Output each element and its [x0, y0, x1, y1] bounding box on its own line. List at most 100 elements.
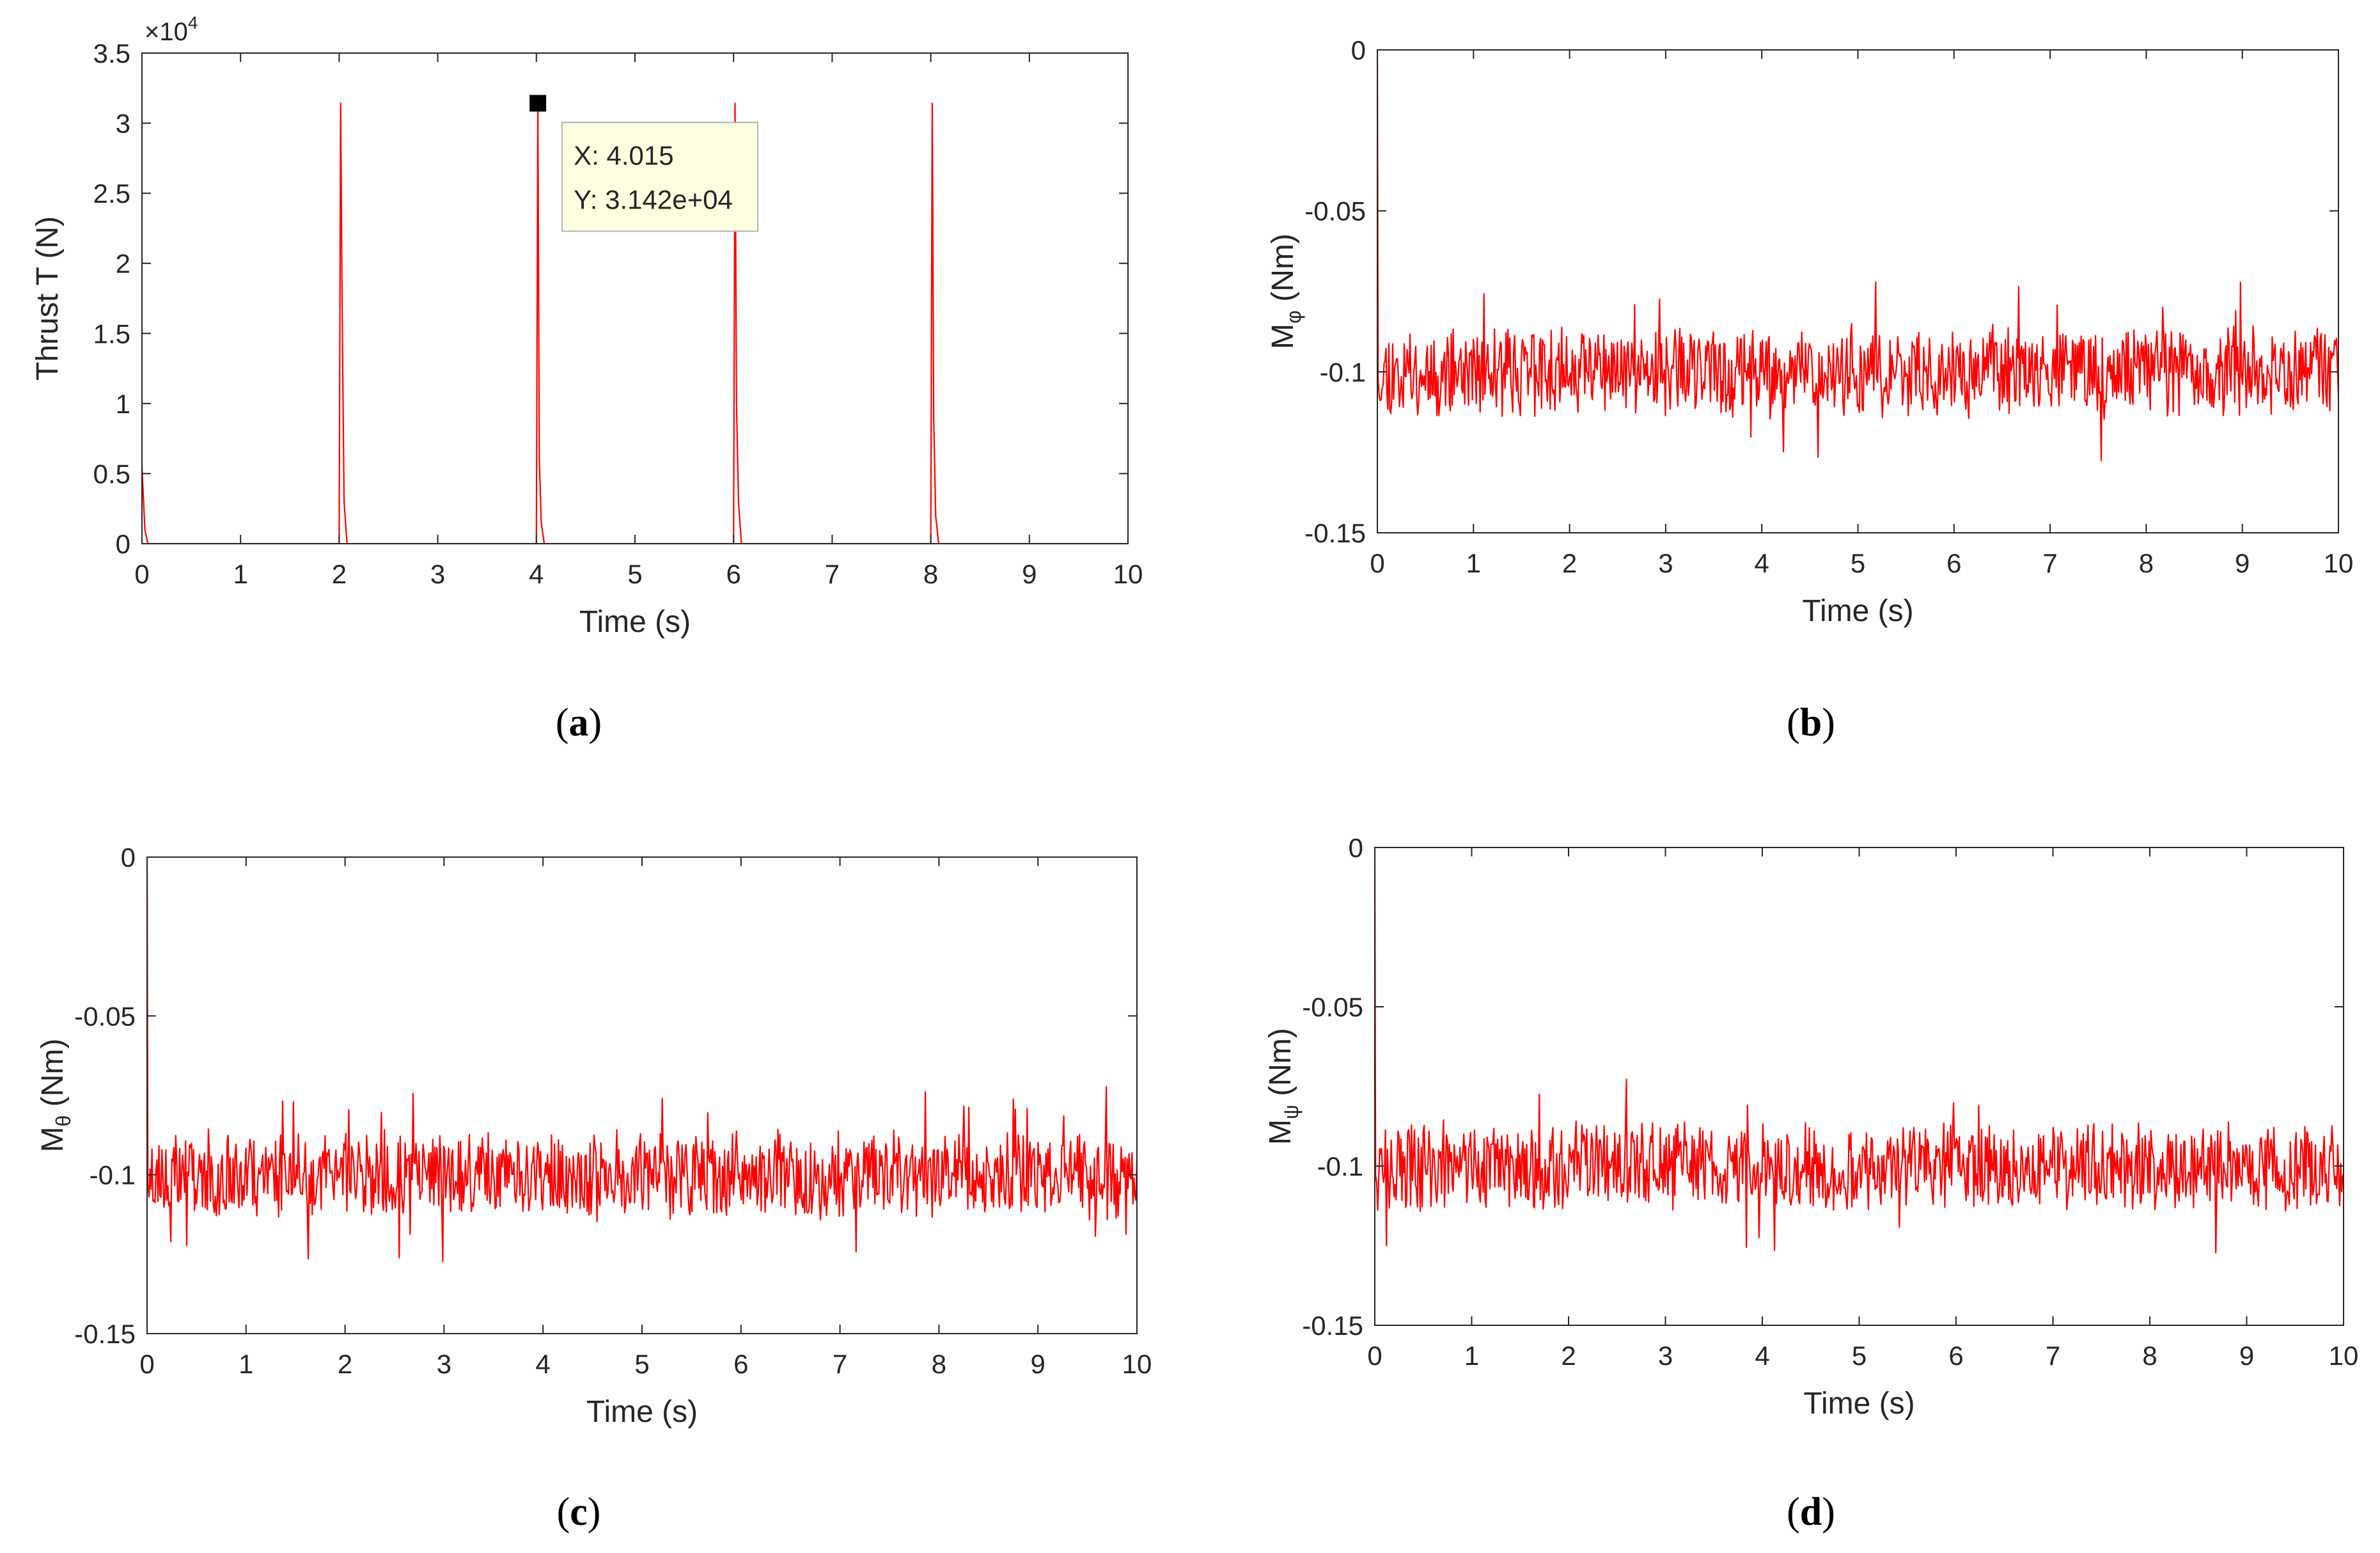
axes-box — [1377, 49, 2339, 533]
datatip-marker — [529, 95, 547, 112]
y-tick-label: -0.15 — [1302, 1311, 1363, 1341]
x-tick-label: 1 — [233, 559, 248, 589]
x-tick-label: 5 — [1851, 548, 1865, 578]
x-tick-label: 10 — [1113, 559, 1143, 589]
x-axis-label: Time (s) — [586, 1395, 698, 1429]
x-tick-label: 4 — [1755, 1341, 1769, 1371]
x-tick-label: 3 — [1658, 1341, 1673, 1371]
x-tick-label: 2 — [338, 1349, 352, 1379]
x-tick-label: 3 — [1658, 548, 1673, 578]
x-tick-label: 1 — [239, 1349, 253, 1379]
caption-letter: b — [1800, 701, 1822, 745]
y-label-symbol: M — [36, 1126, 70, 1152]
panel-caption: (d) — [1787, 1490, 1835, 1534]
y-tick-label: -0.15 — [1304, 518, 1366, 548]
x-tick-label: 0 — [1370, 548, 1384, 578]
exponent-power: 4 — [188, 13, 198, 33]
x-tick-label: 7 — [2042, 548, 2057, 578]
x-tick-label: 7 — [825, 559, 840, 589]
series-line-Thrust — [142, 102, 1128, 544]
y-axis-label: Thrust T (N) — [31, 216, 65, 381]
x-tick-label: 7 — [2046, 1341, 2060, 1371]
y-axis-label: Mθ (Nm) — [36, 1039, 75, 1153]
series-line-M_psi — [1375, 847, 2344, 1254]
x-axis-label: Time (s) — [1803, 1387, 1914, 1421]
x-tick-label: 8 — [932, 1349, 946, 1379]
x-tick-label: 6 — [726, 559, 741, 589]
y-tick-label: -0.05 — [1304, 196, 1366, 226]
x-tick-label: 2 — [1562, 548, 1577, 578]
x-tick-label: 9 — [1031, 1349, 1045, 1379]
y-label-unit: (Nm) — [1264, 1028, 1297, 1105]
x-tick-label: 9 — [2235, 548, 2250, 578]
x-tick-label: 1 — [1464, 1341, 1479, 1371]
y-tick-label: -0.05 — [74, 1001, 136, 1031]
x-tick-label: 1 — [1466, 548, 1481, 578]
y-tick-label: 0 — [1351, 35, 1366, 65]
y-tick-label: -0.1 — [1317, 1151, 1363, 1181]
x-tick-label: 8 — [2142, 1341, 2157, 1371]
chart-b: 0 1 2 3 4 5 6 7 8 9 10 -0.15 -0.1 -0.05 0 Time (s) Mφ (N… — [1266, 35, 2353, 745]
caption-open-paren: ( — [1787, 701, 1800, 745]
caption-close-paren: ) — [1822, 1490, 1835, 1534]
panel-caption: (b) — [1787, 701, 1835, 745]
axes-box — [1374, 847, 2344, 1326]
x-axis-label: Time (s) — [1802, 594, 1913, 628]
y-label-symbol: M — [1266, 324, 1300, 349]
datatip-x-label: X: 4.015 — [574, 140, 673, 170]
x-tick-label: 8 — [923, 559, 938, 589]
x-tick-label: 0 — [139, 1349, 154, 1379]
x-tick-label: 6 — [1948, 1341, 1963, 1371]
caption-open-paren: ( — [1787, 1490, 1800, 1534]
y-tick-label: 1.5 — [93, 319, 130, 349]
y-label-symbol: M — [1264, 1119, 1297, 1145]
datatip-box — [561, 122, 759, 232]
datatip-y-label: Y: 3.142e+04 — [574, 184, 733, 214]
caption-open-paren: ( — [557, 1490, 570, 1534]
y-tick-label: 0 — [121, 842, 136, 872]
chart-a: 0 1 2 3 4 5 6 7 8 9 10 0 0.5 1 1.5 2 2.5 3 3.5 Time (s) Thru… — [31, 13, 1143, 745]
x-tick-label: 10 — [2329, 1341, 2359, 1371]
x-tick-label: 5 — [627, 559, 642, 589]
y-tick-label: 2 — [116, 249, 130, 279]
y-tick-label: 0.5 — [93, 459, 130, 489]
caption-close-paren: ) — [589, 701, 602, 745]
y-axis-label: Mφ (Nm) — [1266, 233, 1305, 349]
x-tick-label: 6 — [1946, 548, 1961, 578]
chart-d: 0 1 2 3 4 5 6 7 8 9 10 -0.15 -0.1 -0.05 0 Time (s) Mψ (N… — [1264, 833, 2358, 1534]
x-tick-label: 9 — [1022, 559, 1037, 589]
y-tick-label: 1 — [116, 389, 130, 419]
y-label-unit: (Nm) — [1266, 233, 1300, 310]
y-label-unit: (Nm) — [36, 1039, 70, 1115]
y-label-subscript: φ — [1282, 310, 1305, 324]
x-tick-label: 6 — [733, 1349, 748, 1379]
chart-c: 0 1 2 3 4 5 6 7 8 9 10 -0.15 -0.1 -0.05 0 Time (s) Mθ (N… — [36, 842, 1152, 1534]
axis-exponent-label: ×104 — [145, 13, 198, 46]
x-tick-label: 4 — [1755, 548, 1769, 578]
x-tick-label: 7 — [833, 1349, 847, 1379]
caption-letter: d — [1800, 1490, 1822, 1534]
y-tick-label: 3 — [116, 109, 130, 139]
panel-caption: (a) — [556, 701, 602, 745]
caption-close-paren: ) — [588, 1490, 601, 1534]
exponent-base: ×10 — [145, 18, 188, 46]
caption-close-paren: ) — [1822, 701, 1835, 745]
caption-open-paren: ( — [556, 701, 569, 745]
y-tick-label: 0 — [1349, 833, 1363, 863]
panel-caption: (c) — [557, 1490, 601, 1534]
axes-box — [146, 856, 1138, 1334]
x-tick-label: 8 — [2139, 548, 2154, 578]
caption-letter: a — [569, 701, 589, 745]
x-tick-label: 2 — [1561, 1341, 1576, 1371]
y-tick-label: -0.1 — [90, 1160, 136, 1190]
x-tick-label: 2 — [332, 559, 347, 589]
x-tick-label: 4 — [529, 559, 544, 589]
y-tick-label: 3.5 — [93, 38, 130, 68]
y-label-subscript: θ — [52, 1115, 75, 1127]
y-tick-label: -0.05 — [1302, 992, 1363, 1022]
x-tick-label: 3 — [430, 559, 445, 589]
y-tick-label: -0.1 — [1320, 357, 1366, 387]
y-tick-label: 0 — [116, 529, 130, 559]
y-tick-label: -0.15 — [74, 1319, 136, 1349]
